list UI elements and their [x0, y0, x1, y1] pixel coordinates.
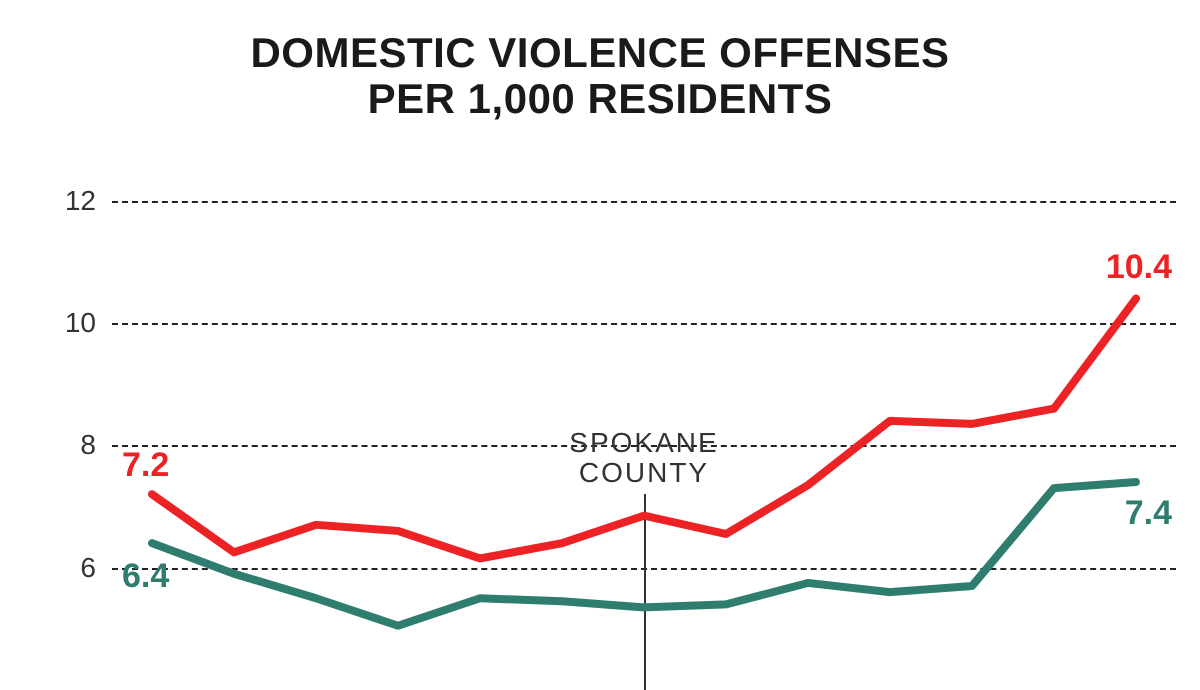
- series-line-spokane_county: [152, 298, 1136, 558]
- y-tick-label: 8: [56, 429, 96, 461]
- chart-area: 121086 SPOKANE COUNTY 7.2 10.4 6.4 7.4: [56, 170, 1176, 690]
- line-chart-svg: [112, 170, 1176, 690]
- y-tick-label: 12: [56, 185, 96, 217]
- y-tick-label: 10: [56, 307, 96, 339]
- series-line-comparison: [152, 482, 1136, 626]
- title-line-2: PER 1,000 RESIDENTS: [368, 75, 833, 122]
- y-tick-label: 6: [56, 552, 96, 584]
- chart-title: DOMESTIC VIOLENCE OFFENSES PER 1,000 RES…: [0, 30, 1200, 122]
- title-line-1: DOMESTIC VIOLENCE OFFENSES: [250, 29, 949, 76]
